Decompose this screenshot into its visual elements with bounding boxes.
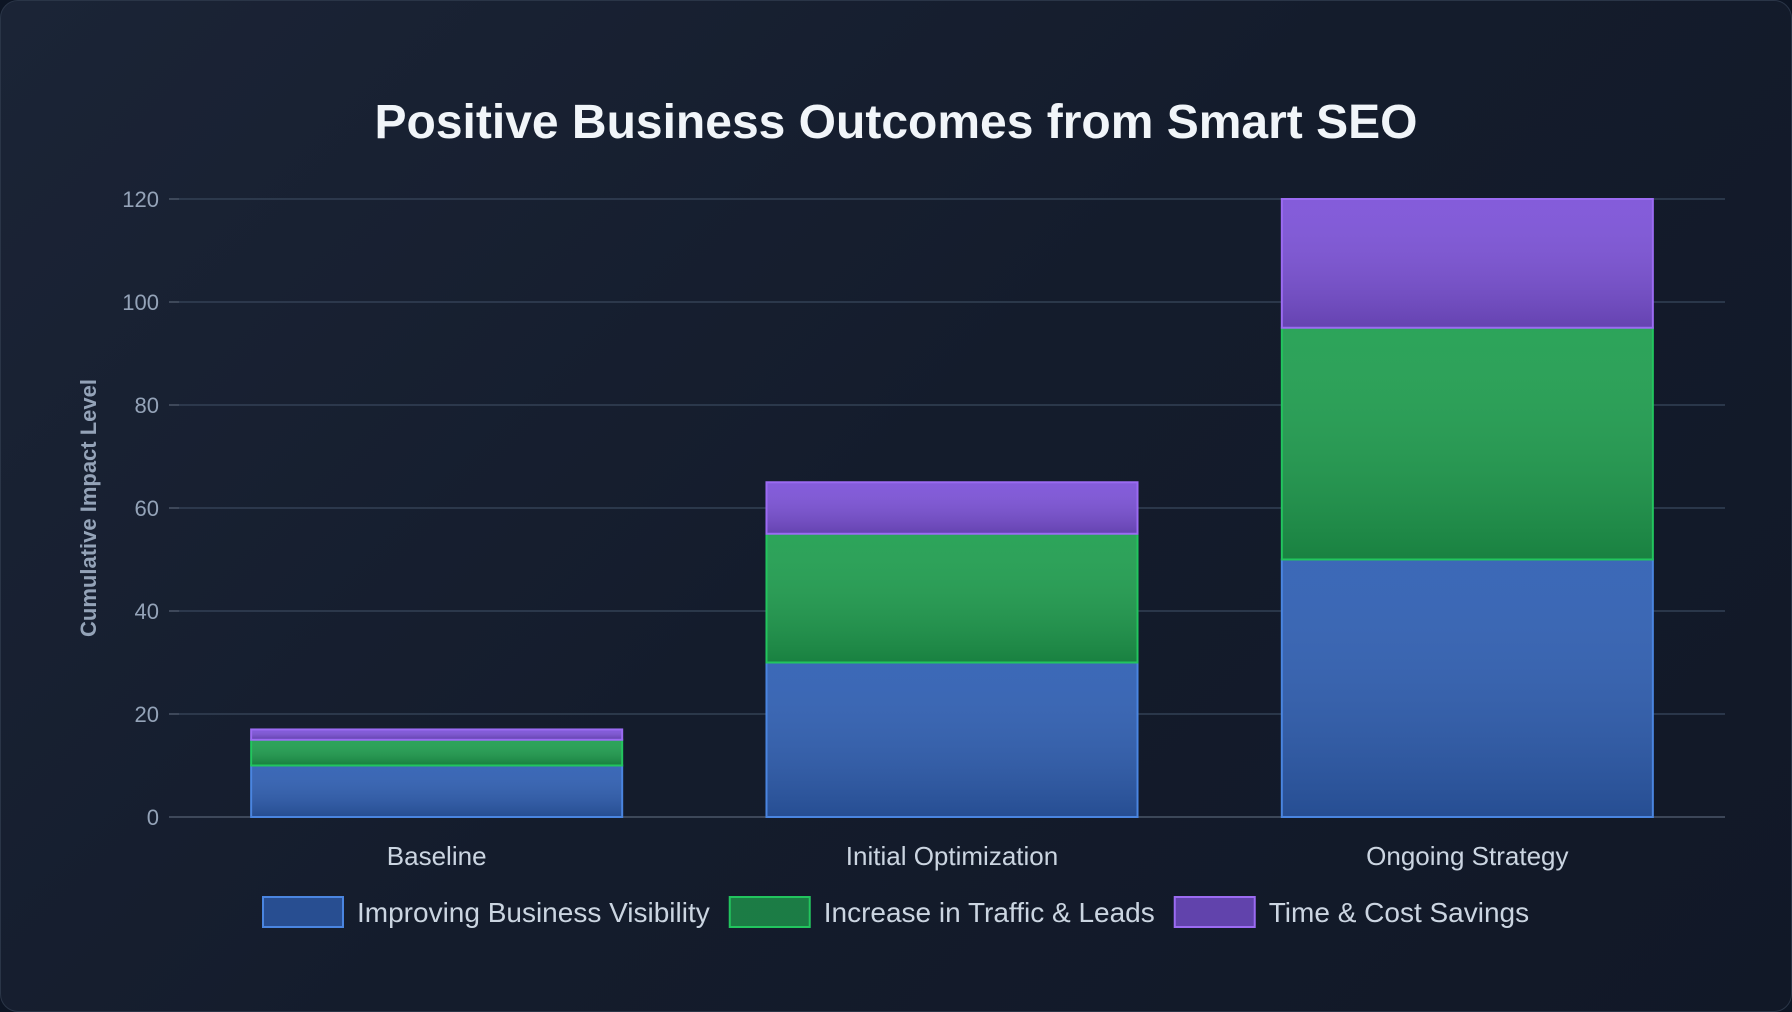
bar-shade bbox=[252, 766, 622, 816]
bar-shade bbox=[1282, 328, 1652, 559]
x-tick-label: Initial Optimization bbox=[846, 841, 1058, 871]
y-tick-label: 0 bbox=[147, 805, 159, 830]
bar-shade bbox=[1282, 560, 1652, 816]
legend-swatch bbox=[262, 896, 344, 928]
bar-shade bbox=[767, 534, 1137, 662]
bar-shade bbox=[1282, 200, 1652, 327]
x-tick-label: Baseline bbox=[387, 841, 487, 871]
legend-label: Improving Business Visibility bbox=[357, 897, 710, 928]
category-labels: Baseline Initial Optimization Ongoing Stra… bbox=[387, 841, 1569, 871]
y-tick-label: 100 bbox=[122, 290, 159, 315]
bar-shade bbox=[767, 663, 1137, 816]
legend-label: Time & Cost Savings bbox=[1269, 897, 1529, 928]
legend-label: Increase in Traffic & Leads bbox=[824, 897, 1155, 928]
x-tick-label: Ongoing Strategy bbox=[1366, 841, 1568, 871]
chart-title: Positive Business Outcomes from Smart SE… bbox=[375, 96, 1418, 149]
y-tick-label: 20 bbox=[135, 702, 159, 727]
legend-swatch bbox=[728, 896, 811, 928]
bars bbox=[250, 198, 1654, 818]
y-tick-label: 80 bbox=[135, 393, 159, 418]
bar-shade bbox=[252, 740, 622, 765]
y-tick-label: 60 bbox=[135, 496, 159, 521]
legend-swatch bbox=[1173, 896, 1256, 928]
y-axis-label: Cumulative Impact Level bbox=[76, 379, 101, 637]
legend: Improving Business Visibility Increase in… bbox=[262, 896, 1529, 928]
bar-shade bbox=[767, 483, 1137, 533]
y-tick-label: 120 bbox=[122, 187, 159, 212]
y-tick-label: 40 bbox=[135, 599, 159, 624]
bar-shade bbox=[252, 730, 622, 739]
